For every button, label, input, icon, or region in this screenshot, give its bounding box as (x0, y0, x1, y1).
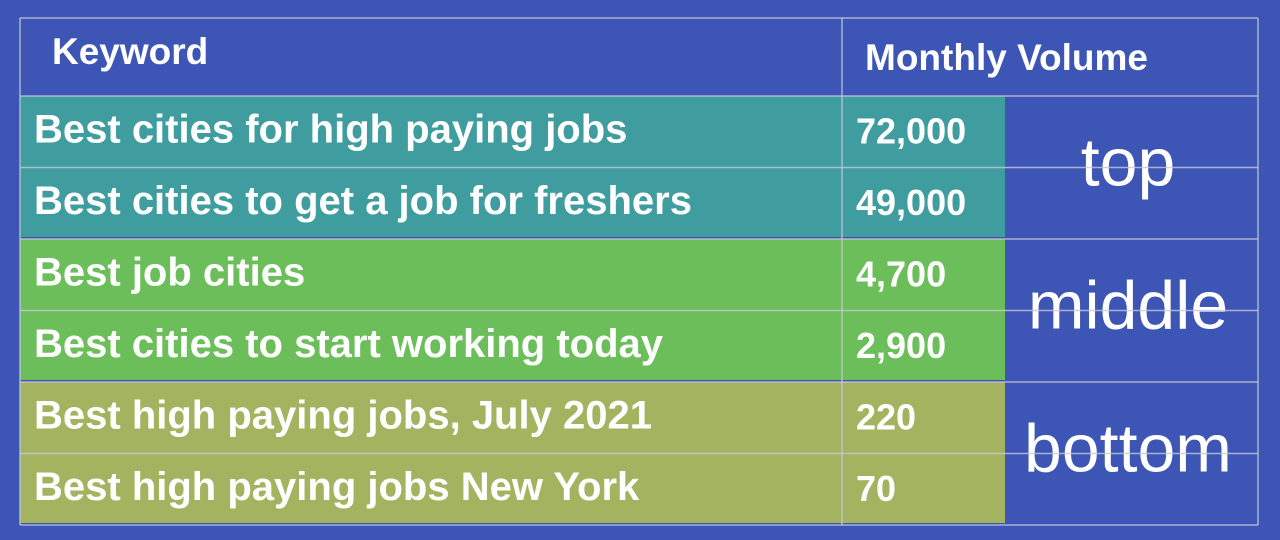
monthly-volume: 72,000 (856, 110, 966, 151)
monthly-volume: 220 (856, 396, 916, 437)
tier-label: top (1081, 124, 1176, 200)
keyword: Best cities to start working today (34, 322, 664, 366)
group-band (20, 239, 1005, 380)
keyword: Best cities for high paying jobs (34, 107, 627, 151)
group-band (20, 96, 1005, 237)
keyword: Best high paying jobs New York (34, 465, 640, 509)
keyword: Best high paying jobs, July 2021 (34, 393, 652, 437)
tier-label: bottom (1024, 410, 1232, 486)
tier-label: middle (1028, 267, 1228, 343)
monthly-volume: 49,000 (856, 182, 966, 223)
monthly-volume: 2,900 (856, 325, 946, 366)
header-keyword: Keyword (52, 31, 208, 72)
keyword: Best job cities (34, 250, 305, 294)
monthly-volume: 4,700 (856, 253, 946, 294)
group-band (20, 382, 1005, 523)
header-volume: Monthly Volume (865, 37, 1148, 78)
monthly-volume: 70 (856, 468, 896, 509)
keyword: Best cities to get a job for freshers (34, 179, 692, 223)
